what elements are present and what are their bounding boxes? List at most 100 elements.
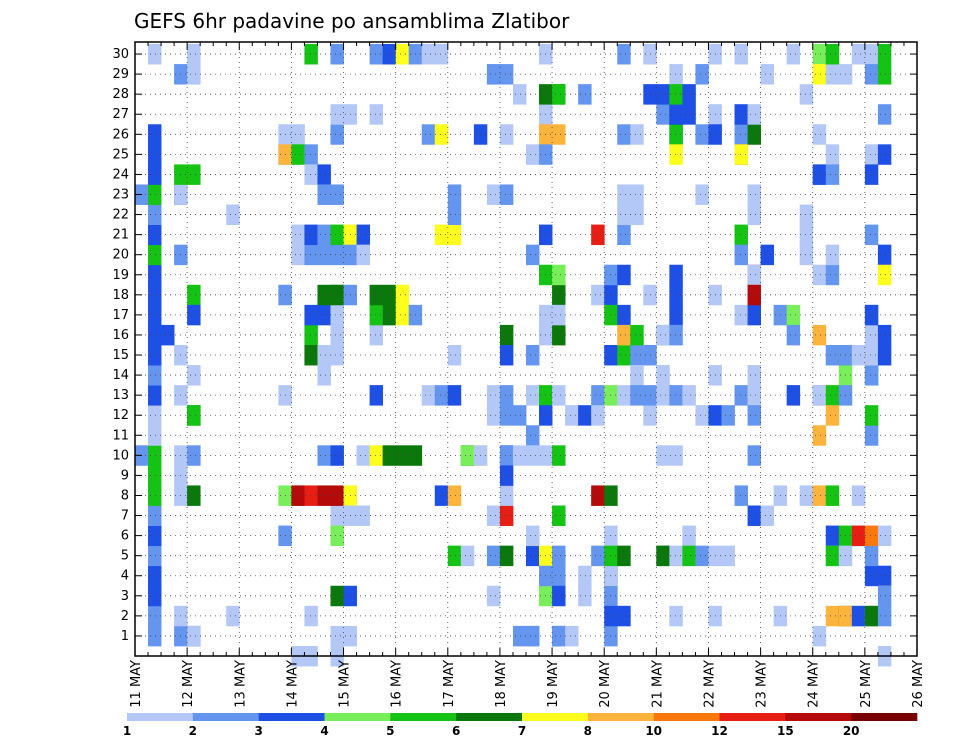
heatmap-cell <box>747 445 761 466</box>
heatmap-cell <box>669 64 683 85</box>
heatmap-cell <box>747 365 761 386</box>
heatmap-cell <box>304 244 318 266</box>
heatmap-cell <box>330 124 344 145</box>
heatmap-cell <box>877 104 892 125</box>
heatmap-cell <box>187 405 201 426</box>
y-tick-label: 11 <box>112 428 129 443</box>
heatmap-cell <box>291 144 305 165</box>
y-tick-label: 22 <box>112 208 129 223</box>
colorbar-tick-label: 10 <box>645 724 662 738</box>
heatmap-cell <box>447 545 462 567</box>
heatmap-cell <box>552 124 566 145</box>
heatmap-cell <box>148 445 162 466</box>
heatmap-cell <box>825 545 840 567</box>
heatmap-cell <box>148 344 162 366</box>
heatmap-cell <box>499 324 514 346</box>
heatmap-cell <box>148 164 162 185</box>
heatmap-cell <box>734 304 748 326</box>
heatmap-cell <box>330 505 344 526</box>
heatmap-cell <box>669 104 683 125</box>
heatmap-cell <box>864 324 879 346</box>
y-tick-label: 18 <box>112 288 129 303</box>
heatmap-cell <box>499 405 514 426</box>
heatmap-cell <box>591 284 605 306</box>
y-tick-label: 19 <box>112 268 129 283</box>
y-tick-label: 27 <box>112 107 129 122</box>
heatmap-cell <box>330 184 344 205</box>
heatmap-cell <box>799 204 814 225</box>
heatmap-cell <box>317 284 331 306</box>
heatmap-cell <box>734 44 748 65</box>
y-tick-label: 28 <box>112 87 129 102</box>
colorbar-swatch <box>390 713 457 721</box>
heatmap-cell <box>864 224 879 246</box>
heatmap-cell <box>330 324 344 346</box>
heatmap-cell <box>877 605 892 627</box>
heatmap-cell <box>447 204 462 225</box>
heatmap-cell <box>304 164 318 185</box>
heatmap-cell <box>812 385 827 406</box>
heatmap-cell <box>486 405 501 426</box>
colorbar-tick-label: 5 <box>386 724 394 738</box>
heatmap-cell <box>434 385 449 406</box>
heatmap-cell <box>552 565 566 587</box>
heatmap-cell <box>187 365 201 386</box>
y-tick-label: 16 <box>112 328 129 343</box>
heatmap-cell <box>825 525 840 547</box>
y-tick-label: 12 <box>112 408 129 423</box>
heatmap-cell <box>486 545 501 567</box>
heatmap-cell <box>552 324 566 346</box>
y-tick-label: 23 <box>112 187 129 202</box>
colorbar-tick-label: 2 <box>189 724 197 738</box>
colorbar-swatch <box>324 713 391 721</box>
heatmap-cell <box>812 44 827 65</box>
heatmap-cell <box>148 124 162 145</box>
colorbar-tick-label: 1 <box>123 724 131 738</box>
heatmap-cell <box>317 485 331 506</box>
heatmap-cell <box>747 124 761 145</box>
colorbar-swatch <box>719 713 786 721</box>
heatmap-cell <box>148 184 162 205</box>
y-tick-label: 9 <box>121 468 129 483</box>
heatmap-cell <box>786 385 801 406</box>
heatmap-cell <box>734 224 748 246</box>
heatmap-cell <box>591 224 605 246</box>
heatmap-cell <box>682 525 696 547</box>
heatmap-cell <box>825 405 840 426</box>
heatmap-cell <box>747 385 761 406</box>
heatmap-cell <box>526 545 540 567</box>
heatmap-cell <box>552 304 566 326</box>
y-tick-label: 6 <box>121 529 129 544</box>
heatmap-cell <box>877 324 892 346</box>
heatmap-cell <box>656 104 670 125</box>
colorbar-tick-label: 8 <box>584 724 592 738</box>
heatmap-cell <box>187 485 201 506</box>
heatmap-cell <box>864 344 879 366</box>
heatmap-cell <box>148 244 162 266</box>
heatmap-cell <box>825 485 840 506</box>
heatmap-cell <box>434 44 449 65</box>
heatmap-cell <box>447 344 462 366</box>
heatmap-cell <box>747 505 761 526</box>
heatmap-cell <box>864 565 879 587</box>
heatmap-cell <box>734 124 748 145</box>
heatmap-cell <box>786 44 801 65</box>
heatmap-cell <box>552 445 566 466</box>
heatmap-cell <box>356 244 370 266</box>
heatmap-cell <box>304 304 318 326</box>
heatmap-cell <box>187 625 201 647</box>
heatmap-cell <box>512 625 527 647</box>
heatmap-cell <box>669 385 683 406</box>
heatmap-cell <box>552 84 566 105</box>
heatmap-cell <box>565 405 579 426</box>
x-tick-label: 22 MAY <box>702 660 717 708</box>
heatmap-cell <box>526 445 540 466</box>
heatmap-cell <box>552 545 566 567</box>
heatmap-cell <box>825 264 840 286</box>
heatmap-cell <box>369 445 384 466</box>
heatmap-cell <box>734 244 748 266</box>
heatmap-cell <box>799 224 814 246</box>
heatmap-cell <box>669 84 683 105</box>
heatmap-cells <box>135 44 892 667</box>
heatmap-cell <box>617 344 631 366</box>
